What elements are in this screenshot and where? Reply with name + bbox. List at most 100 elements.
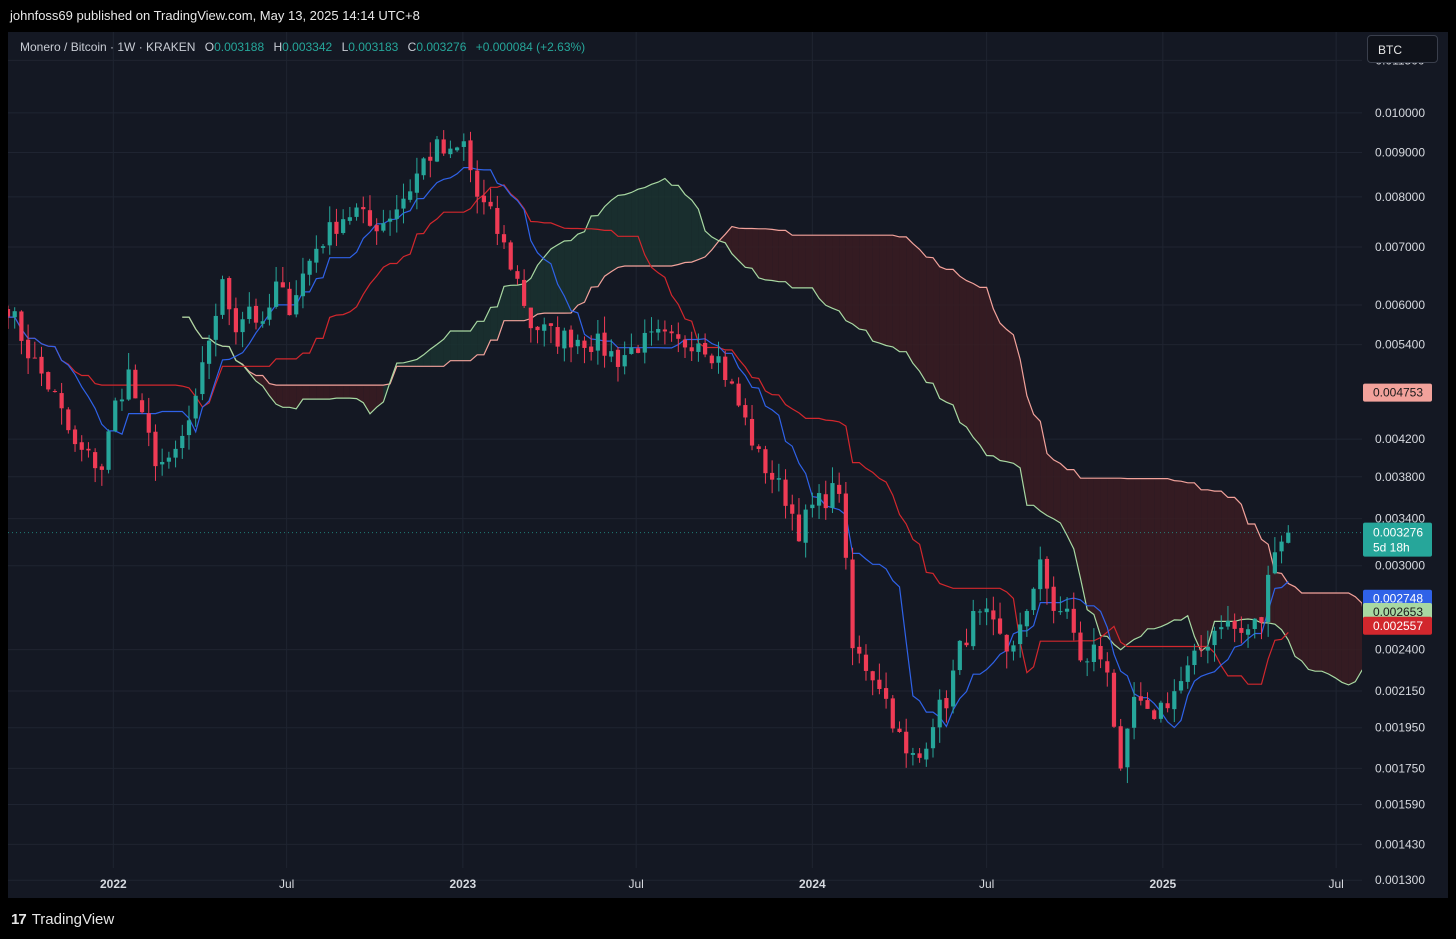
candle-bull: [1212, 630, 1217, 646]
candle-bull: [186, 420, 192, 436]
candle-bull: [984, 608, 989, 613]
cloud-segment: [470, 321, 478, 361]
cloud-segment: [1134, 478, 1141, 640]
candle-bull: [260, 321, 265, 324]
candle-bull: [307, 260, 312, 275]
candle-bull: [542, 324, 547, 331]
tradingview-logo[interactable]: 17 TradingView: [11, 911, 114, 928]
candle-bull: [119, 399, 125, 402]
candle-bear: [1044, 558, 1050, 589]
last-price-text: 0.003276: [1373, 526, 1423, 540]
candle-bull: [1178, 681, 1184, 691]
cloud-segment: [550, 244, 558, 314]
cloud-segment: [638, 187, 645, 266]
open-value: 0.003188: [214, 40, 265, 54]
candle-bear: [46, 372, 51, 390]
candle-bull: [642, 332, 647, 353]
cloud-segment: [309, 385, 317, 400]
cloud-segment: [1026, 395, 1034, 506]
cloud-segment: [892, 235, 900, 352]
candle-bear: [917, 753, 922, 758]
bar-countdown-text: 5d 18h: [1373, 541, 1410, 555]
candle-bear: [481, 195, 487, 203]
cloud-segment: [544, 248, 551, 314]
cloud-segment: [1073, 469, 1081, 579]
cloud-segment: [993, 308, 1001, 461]
y-tick-label: 0.001950: [1375, 721, 1425, 735]
ichimoku-lines: [8, 167, 1362, 729]
time-axis: 2022 Jul 2023 Jul 2024 Jul 2025 Jul: [100, 877, 1344, 891]
candle-bear: [535, 326, 540, 331]
candle-bear: [1145, 700, 1150, 709]
cloud-segment: [1288, 583, 1295, 657]
candle-bear: [676, 334, 681, 339]
candle-bull: [1091, 644, 1096, 663]
last-price-box: [1363, 522, 1432, 557]
cloud-segment: [926, 257, 934, 384]
cloud-segment: [805, 235, 813, 288]
candle-bull: [622, 355, 627, 367]
candle-bear: [870, 671, 875, 681]
candle-bull: [716, 356, 721, 363]
candle-bear: [52, 391, 58, 393]
candle-bear: [863, 654, 869, 671]
cloud-segment: [812, 235, 820, 299]
candle-bull: [1266, 574, 1271, 623]
cloud-segment: [557, 240, 565, 314]
cloud-segment: [1040, 421, 1047, 516]
candle-bull: [1252, 618, 1257, 629]
candle-bull: [454, 147, 460, 151]
cloud-segment: [1308, 592, 1316, 672]
candle-bear: [790, 504, 795, 514]
candle-bear: [843, 493, 848, 558]
grid: [8, 32, 1362, 881]
candle-bull: [193, 395, 198, 419]
candle-bear: [334, 221, 339, 234]
candle-bear: [528, 307, 533, 329]
cloud-segment: [416, 354, 424, 367]
cloud-segment: [336, 385, 344, 399]
candle-bull: [629, 347, 634, 354]
candle-bull: [354, 207, 359, 217]
chart-area[interactable]: [8, 32, 1448, 898]
candle-bear: [568, 329, 574, 348]
candle-bear: [883, 688, 889, 699]
currency-button[interactable]: BTC: [1367, 35, 1438, 63]
candle-bull: [401, 198, 406, 209]
cloud-segment: [872, 235, 880, 344]
close-label: C: [407, 40, 417, 54]
cloud-segment: [282, 385, 290, 408]
candle-bear: [1051, 586, 1056, 611]
cloud-segment: [1167, 478, 1175, 624]
cloud-segment: [1020, 359, 1027, 506]
cloud-segment: [1127, 478, 1135, 645]
cloud-segment: [1033, 414, 1041, 511]
cloud-segment: [349, 385, 357, 399]
low-value: 0.003183: [348, 40, 399, 54]
candle-bear: [227, 278, 232, 310]
candle-bear: [770, 472, 775, 480]
cloud-segment: [1328, 592, 1336, 678]
cloud-segment: [504, 285, 511, 321]
cloud-segment: [832, 235, 840, 311]
candle-bear: [1232, 620, 1237, 629]
cloud-segment: [1113, 478, 1121, 650]
cloud-segment: [510, 285, 518, 321]
candle-bull: [106, 431, 111, 470]
candle-bull: [341, 219, 346, 233]
cloud-segment: [1294, 586, 1302, 661]
candle-bull: [1225, 620, 1231, 627]
symbol-name: Monero / Bitcoin · 1W · KRAKEN: [20, 40, 196, 54]
cloud-segment: [785, 230, 793, 288]
candle-bear: [850, 559, 855, 649]
candle-bull: [1185, 665, 1190, 682]
candle-bear: [729, 381, 735, 384]
candle-bear: [1004, 634, 1009, 652]
y-tick-label: 0.001590: [1375, 797, 1425, 811]
cloud-segment: [1093, 478, 1101, 636]
candle-bull: [951, 670, 956, 707]
cloud-segment: [1060, 463, 1068, 536]
candle-bull: [240, 319, 245, 333]
cloud-segment: [758, 228, 766, 280]
